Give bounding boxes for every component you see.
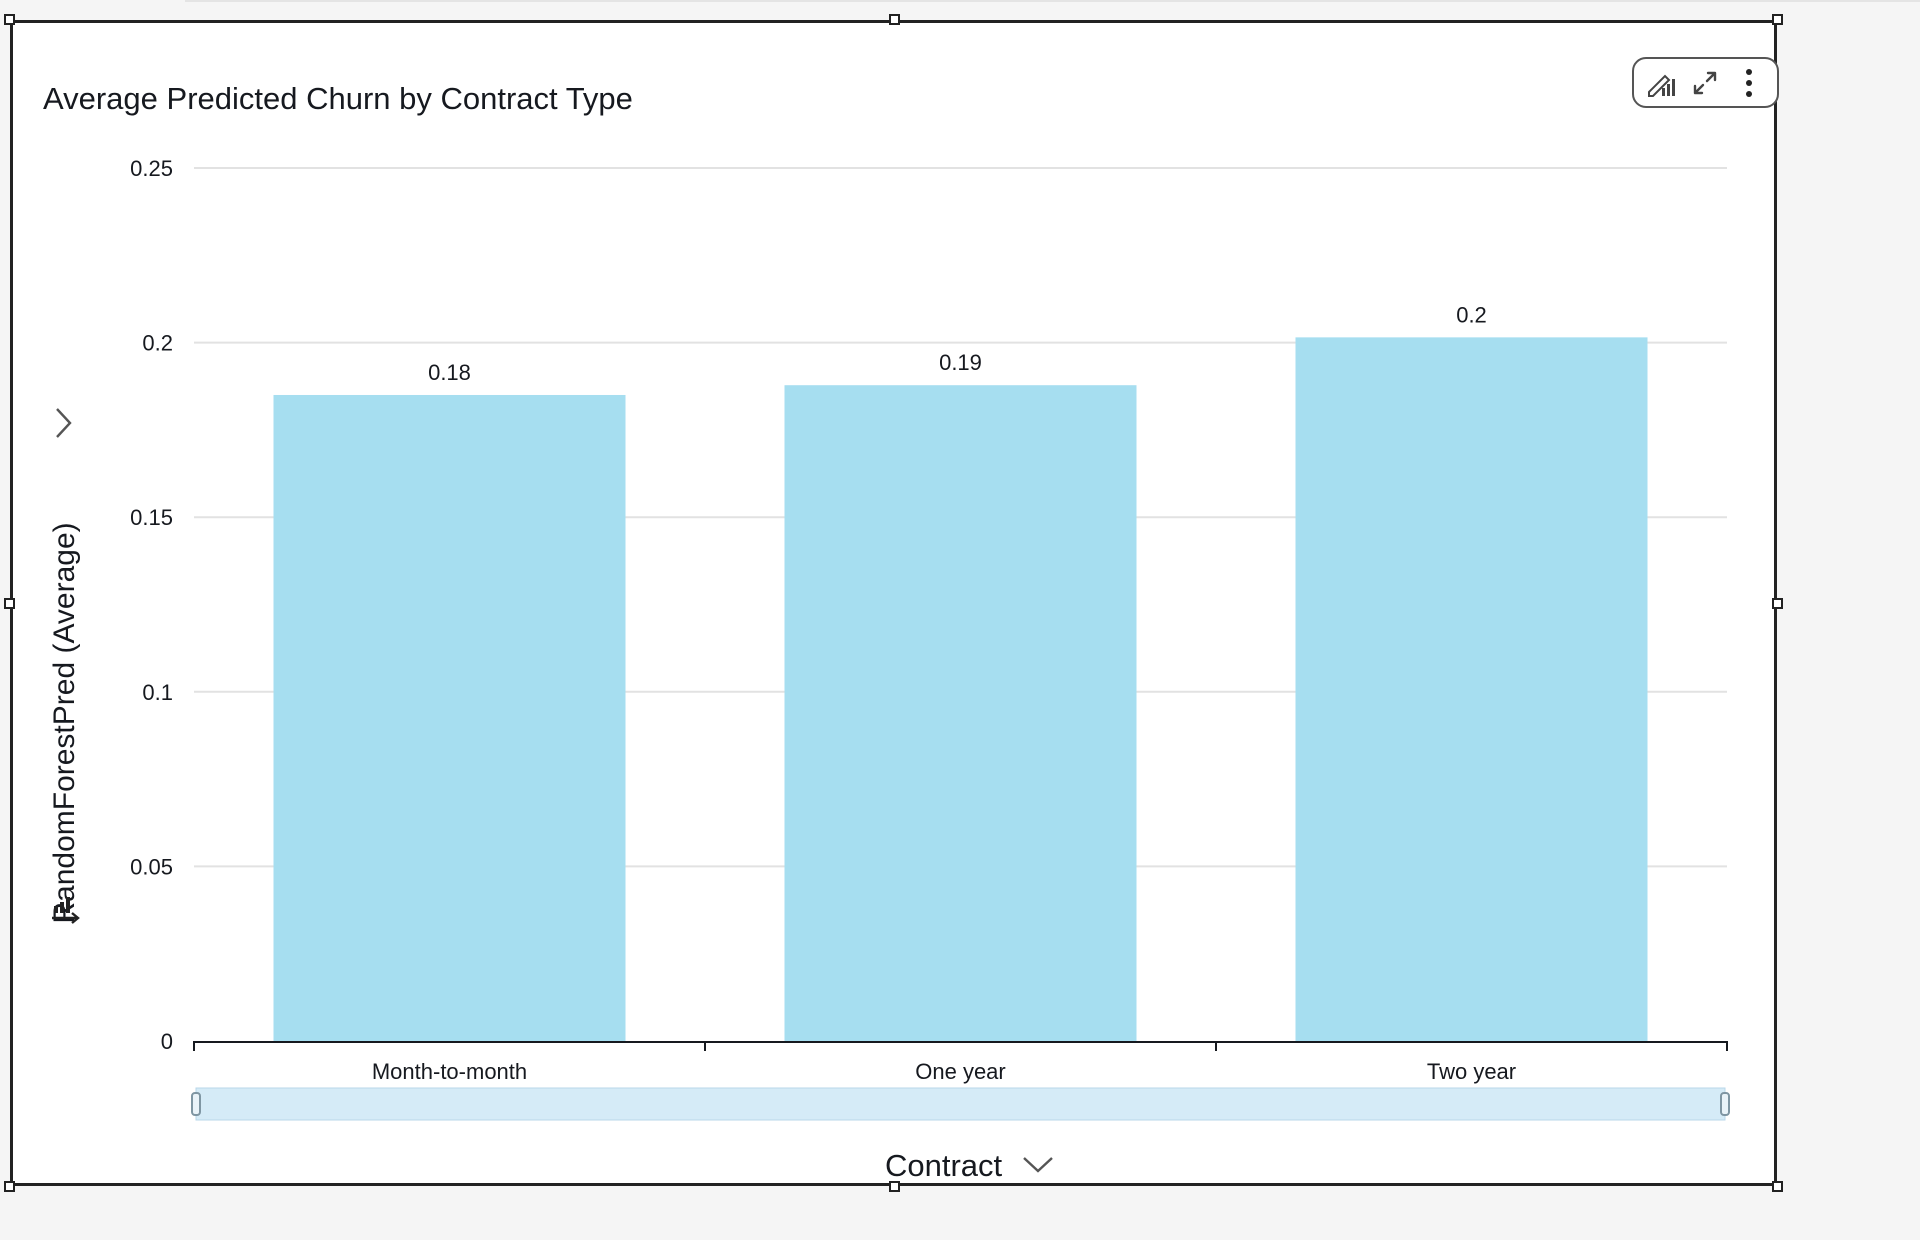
chart-title: Average Predicted Churn by Contract Type — [43, 81, 633, 116]
more-options-icon[interactable] — [1731, 65, 1767, 101]
y-tick-label: 0.1 — [142, 680, 173, 705]
sort-icon[interactable] — [50, 891, 82, 925]
scrollbar-handle[interactable] — [191, 1092, 201, 1116]
bar — [273, 394, 626, 1042]
bar — [1295, 337, 1648, 1041]
x-axis-title[interactable]: Contract — [885, 1148, 1003, 1183]
x-tick-label: Month-to-month — [372, 1059, 527, 1084]
y-tick-label: 0.2 — [142, 331, 173, 356]
visual-card[interactable]: Average Predicted Churn by Contract Type — [10, 20, 1779, 1186]
scrollbar-handle[interactable] — [1720, 1092, 1730, 1116]
chevron-down-icon[interactable] — [1021, 1154, 1055, 1176]
y-tick-label: 0 — [161, 1029, 173, 1054]
visual-toolbar — [1632, 57, 1779, 108]
data-label: 0.2 — [1456, 302, 1487, 327]
resize-handle-tl[interactable] — [4, 14, 15, 25]
y-tick-label: 0.05 — [130, 854, 173, 879]
expand-icon[interactable] — [1687, 65, 1723, 101]
resize-handle-tr[interactable] — [1772, 14, 1783, 25]
bar-chart: 0 0.05 0.1 0.15 0.2 0.25 0.18 Month-to-month 0.1… — [130, 156, 1730, 1121]
chevron-right-icon[interactable] — [53, 406, 75, 440]
data-label: 0.18 — [428, 360, 471, 385]
data-label: 0.19 — [939, 350, 982, 375]
edit-chart-icon[interactable] — [1644, 65, 1680, 101]
resize-handle-ml[interactable] — [4, 598, 15, 609]
x-tick-label: One year — [915, 1059, 1006, 1084]
resize-handle-br[interactable] — [1772, 1181, 1783, 1192]
top-divider — [185, 0, 1920, 2]
x-tick-label: Two year — [1427, 1059, 1516, 1084]
resize-handle-bl[interactable] — [4, 1181, 15, 1192]
y-tick-label: 0.15 — [130, 505, 173, 530]
bar — [784, 385, 1137, 1041]
resize-handle-tm[interactable] — [889, 14, 900, 25]
range-scrollbar[interactable] — [195, 1087, 1726, 1121]
y-tick-label: 0.25 — [130, 156, 173, 181]
resize-handle-bm[interactable] — [889, 1181, 900, 1192]
resize-handle-mr[interactable] — [1772, 598, 1783, 609]
